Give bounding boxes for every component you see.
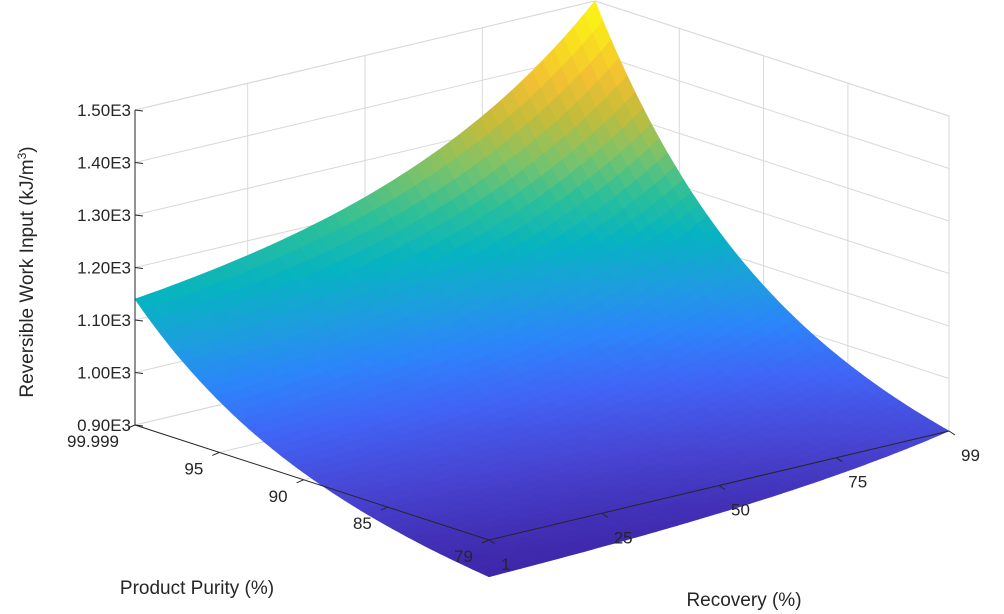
recovery-tick-mark (948, 430, 956, 436)
purity-tick-label: 79 (454, 547, 473, 566)
z-tick-label: 1.30E3 (77, 206, 131, 225)
recovery-tick-label: 25 (614, 528, 633, 547)
recovery-tick-label: 75 (848, 473, 867, 492)
axes (127, 109, 956, 545)
z-tick-mark (134, 162, 144, 164)
recovery-tick-mark (601, 512, 608, 518)
purity-axis-label: Product Purity (%) (120, 578, 274, 599)
z-tick-mark (134, 372, 144, 374)
purity-tick-mark (380, 506, 389, 511)
recovery-tick-mark (488, 539, 496, 545)
z-tick-label: 1.50E3 (77, 101, 131, 120)
z-tick-mark (134, 109, 144, 112)
grid-line (594, 53, 950, 169)
z-axis-label: Reversible Work Input (kJ/m3) (15, 146, 38, 397)
purity-tick-mark (481, 539, 490, 544)
recovery-tick-label: 99 (961, 446, 980, 465)
z-tick-label: 1.40E3 (77, 154, 131, 173)
purity-axis-tick-labels: 79 85 90 95 99.999 (67, 432, 473, 566)
recovery-axis-tick-labels: 1 25 50 75 99 (501, 446, 980, 574)
z-tick-label: 1.00E3 (77, 364, 131, 383)
purity-tick-mark (212, 451, 220, 456)
purity-tick-mark (127, 424, 136, 429)
recovery-tick-label: 50 (731, 501, 750, 520)
z-axis-tick-labels: 0.90E3 1.00E3 1.10E3 1.20E3 1.30E3 1.40E3 1.50… (77, 101, 131, 435)
purity-tick-label: 90 (269, 487, 288, 506)
box-edge (134, 0, 596, 111)
purity-axis-line (134, 424, 490, 541)
z-tick-label: 1.20E3 (77, 259, 131, 278)
z-tick-mark (134, 319, 144, 322)
surface-plot (134, 0, 950, 578)
recovery-tick-mark (718, 485, 726, 490)
purity-tick-label: 95 (184, 459, 203, 478)
recovery-tick-label: 1 (501, 555, 510, 574)
z-tick-label: 0.90E3 (77, 416, 131, 435)
z-tick-mark (134, 267, 144, 269)
z-tick-label: 1.10E3 (77, 311, 131, 330)
recovery-axis-label: Recovery (%) (686, 590, 801, 611)
z-tick-mark (134, 424, 144, 427)
purity-tick-label: 85 (353, 514, 372, 533)
surface-patch (480, 570, 501, 578)
z-tick-mark (134, 214, 144, 217)
purity-tick-mark (296, 479, 304, 484)
purity-tick-label: 99.999 (67, 432, 119, 451)
grid-line (594, 105, 950, 222)
recovery-tick-mark (836, 457, 843, 463)
box-edge (594, 0, 950, 117)
